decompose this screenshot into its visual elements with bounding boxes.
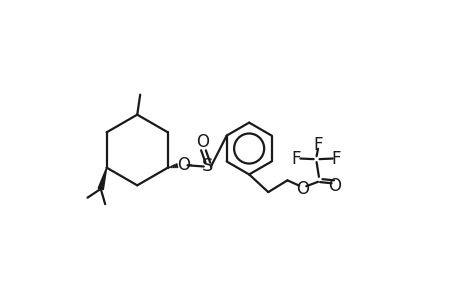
Text: O: O [296, 180, 308, 198]
Polygon shape [98, 168, 106, 190]
Text: O: O [176, 156, 189, 174]
Text: S: S [201, 158, 213, 175]
Text: O: O [196, 133, 209, 151]
Text: F: F [331, 149, 341, 167]
Text: O: O [328, 177, 341, 195]
Text: F: F [313, 136, 322, 154]
Text: F: F [291, 149, 301, 167]
Text: ··: ·· [185, 159, 193, 172]
